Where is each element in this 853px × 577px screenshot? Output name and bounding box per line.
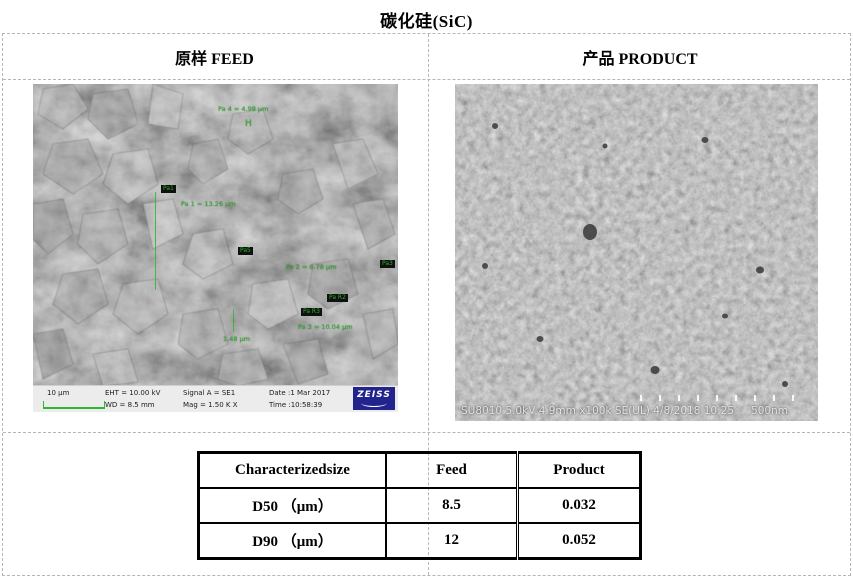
meta-eht: EHT = 10.00 kV xyxy=(105,389,161,397)
sem-bright-grains xyxy=(508,148,783,390)
table-cell: D90 （μm） xyxy=(197,522,387,560)
table-header-feed: Feed xyxy=(385,451,519,489)
product-scale-label: 500nm xyxy=(751,405,788,417)
product-info-line: SU8010 5.0kV 4.9mm x100k SE(UL) 4/8/2018… xyxy=(461,405,734,417)
meta-wd: WD = 8.5 mm xyxy=(105,401,155,409)
table-header-row: Characterizedsize Feed Product xyxy=(197,451,642,489)
layout-grid xyxy=(2,33,851,576)
dashed-row-divider-bottom xyxy=(3,432,850,433)
sem-annotation: 1.48 μm xyxy=(223,335,251,343)
product-header-label: 产品 PRODUCT xyxy=(582,50,698,68)
table-row-d90: D90 （μm） 12 0.052 xyxy=(197,522,642,560)
product-scale-bar xyxy=(640,395,808,401)
sem-annotation-label: Pa1 xyxy=(161,185,176,193)
page-title: 碳化硅(SiC) xyxy=(380,12,473,31)
table-header-characterizedsize: Characterizedsize xyxy=(197,451,387,489)
meta-time: Time :10:58:39 xyxy=(269,401,323,409)
product-sem-texture xyxy=(455,84,818,421)
sem-measure-line xyxy=(233,310,234,332)
product-header-cell: 产品 PRODUCT xyxy=(429,35,851,78)
zeiss-logo-arc xyxy=(361,399,387,407)
table-header-product: Product xyxy=(516,451,642,489)
size-table: Characterizedsize Feed Product D50 （μm） … xyxy=(197,451,642,560)
meta-signal: Signal A = SE1 xyxy=(183,389,236,397)
sem-pores xyxy=(482,123,788,387)
meta-mag: Mag = 1.50 K X xyxy=(183,401,238,409)
sem-annotation: Pa 4 = 4.98 μm xyxy=(218,105,269,113)
dashed-row-divider-top xyxy=(3,79,850,80)
sem-measure-line xyxy=(155,192,156,290)
table-cell: 12 xyxy=(385,522,519,560)
feed-header-cell: 原样 FEED xyxy=(2,35,427,78)
scale-label: 10 μm xyxy=(47,389,70,397)
table-cell: 0.052 xyxy=(516,522,642,560)
sem-annotation-label: Pa R3 xyxy=(301,308,322,316)
table-cell: 0.032 xyxy=(516,487,642,524)
sem-annotation: Pa 3 = 10.04 μm xyxy=(298,323,353,331)
sem-annotation-label: Pa5 xyxy=(238,247,253,255)
table-cell: 8.5 xyxy=(385,487,519,524)
sem-annotation-label: Pa3 xyxy=(380,260,395,268)
sem-metadata-bar: 10 μm EHT = 10.00 kV WD = 8.5 mm Signal … xyxy=(33,385,398,412)
sem-annotation: Pa 2 = 6.78 μm xyxy=(286,263,337,271)
feed-header-label: 原样 FEED xyxy=(175,50,254,68)
sem-annotation-marker: H xyxy=(245,119,252,129)
scale-bar xyxy=(43,401,105,409)
feed-sem-texture xyxy=(33,84,398,386)
dashed-column-divider xyxy=(428,34,429,575)
zeiss-logo: ZEISS xyxy=(353,387,395,410)
table-cell: D50 （μm） xyxy=(197,487,387,524)
product-sem-image: SU8010 5.0kV 4.9mm x100k SE(UL) 4/8/2018… xyxy=(455,84,818,421)
table-row-d50: D50 （μm） 8.5 0.032 xyxy=(197,487,642,524)
zeiss-logo-text: ZEISS xyxy=(357,390,391,400)
sem-annotation: Pa 1 = 13.26 μm xyxy=(181,200,236,208)
feed-sem-image: Pa 4 = 4.98 μm H Pa1 Pa 1 = 13.26 μm Pa5… xyxy=(33,84,398,412)
meta-date: Date :1 Mar 2017 xyxy=(269,389,331,397)
sem-annotation-label: Pa R2 xyxy=(327,294,348,302)
